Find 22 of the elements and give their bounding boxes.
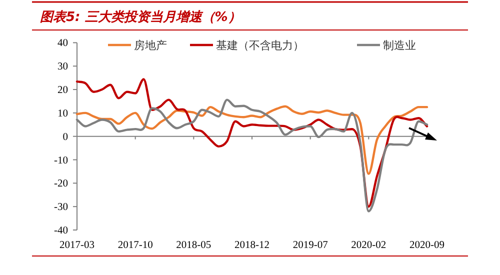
x-tick-label: 2017-03 <box>60 240 94 251</box>
y-tick-label: 10 <box>58 108 68 120</box>
legend-label: 基建（不含电力） <box>216 39 304 52</box>
line-series <box>76 78 428 208</box>
x-tick-label: 2020-09 <box>410 240 444 251</box>
x-tick-label: 2018-05 <box>176 240 212 251</box>
y-tick-label: -20 <box>54 178 68 190</box>
chart-title: 图表5: 三大类投资当月增速（%） <box>40 10 241 25</box>
y-tick-label: 20 <box>58 85 68 96</box>
line-series <box>76 105 428 175</box>
y-tick-label: 40 <box>58 38 68 50</box>
y-tick-label: -30 <box>54 202 68 214</box>
y-tick-label: 30 <box>58 62 68 73</box>
x-tick-label: 2020-02 <box>351 240 386 251</box>
x-tick-label: 2017-10 <box>118 240 153 251</box>
x-tick-label: 2018-12 <box>234 240 270 251</box>
x-tick-label: 2019-07 <box>292 240 328 251</box>
legend-label: 制造业 <box>383 39 416 52</box>
y-tick-label: -10 <box>54 155 68 166</box>
legend-label: 房地产 <box>134 39 167 52</box>
y-tick-label: -40 <box>54 226 68 236</box>
y-tick-label: 0 <box>62 132 68 143</box>
